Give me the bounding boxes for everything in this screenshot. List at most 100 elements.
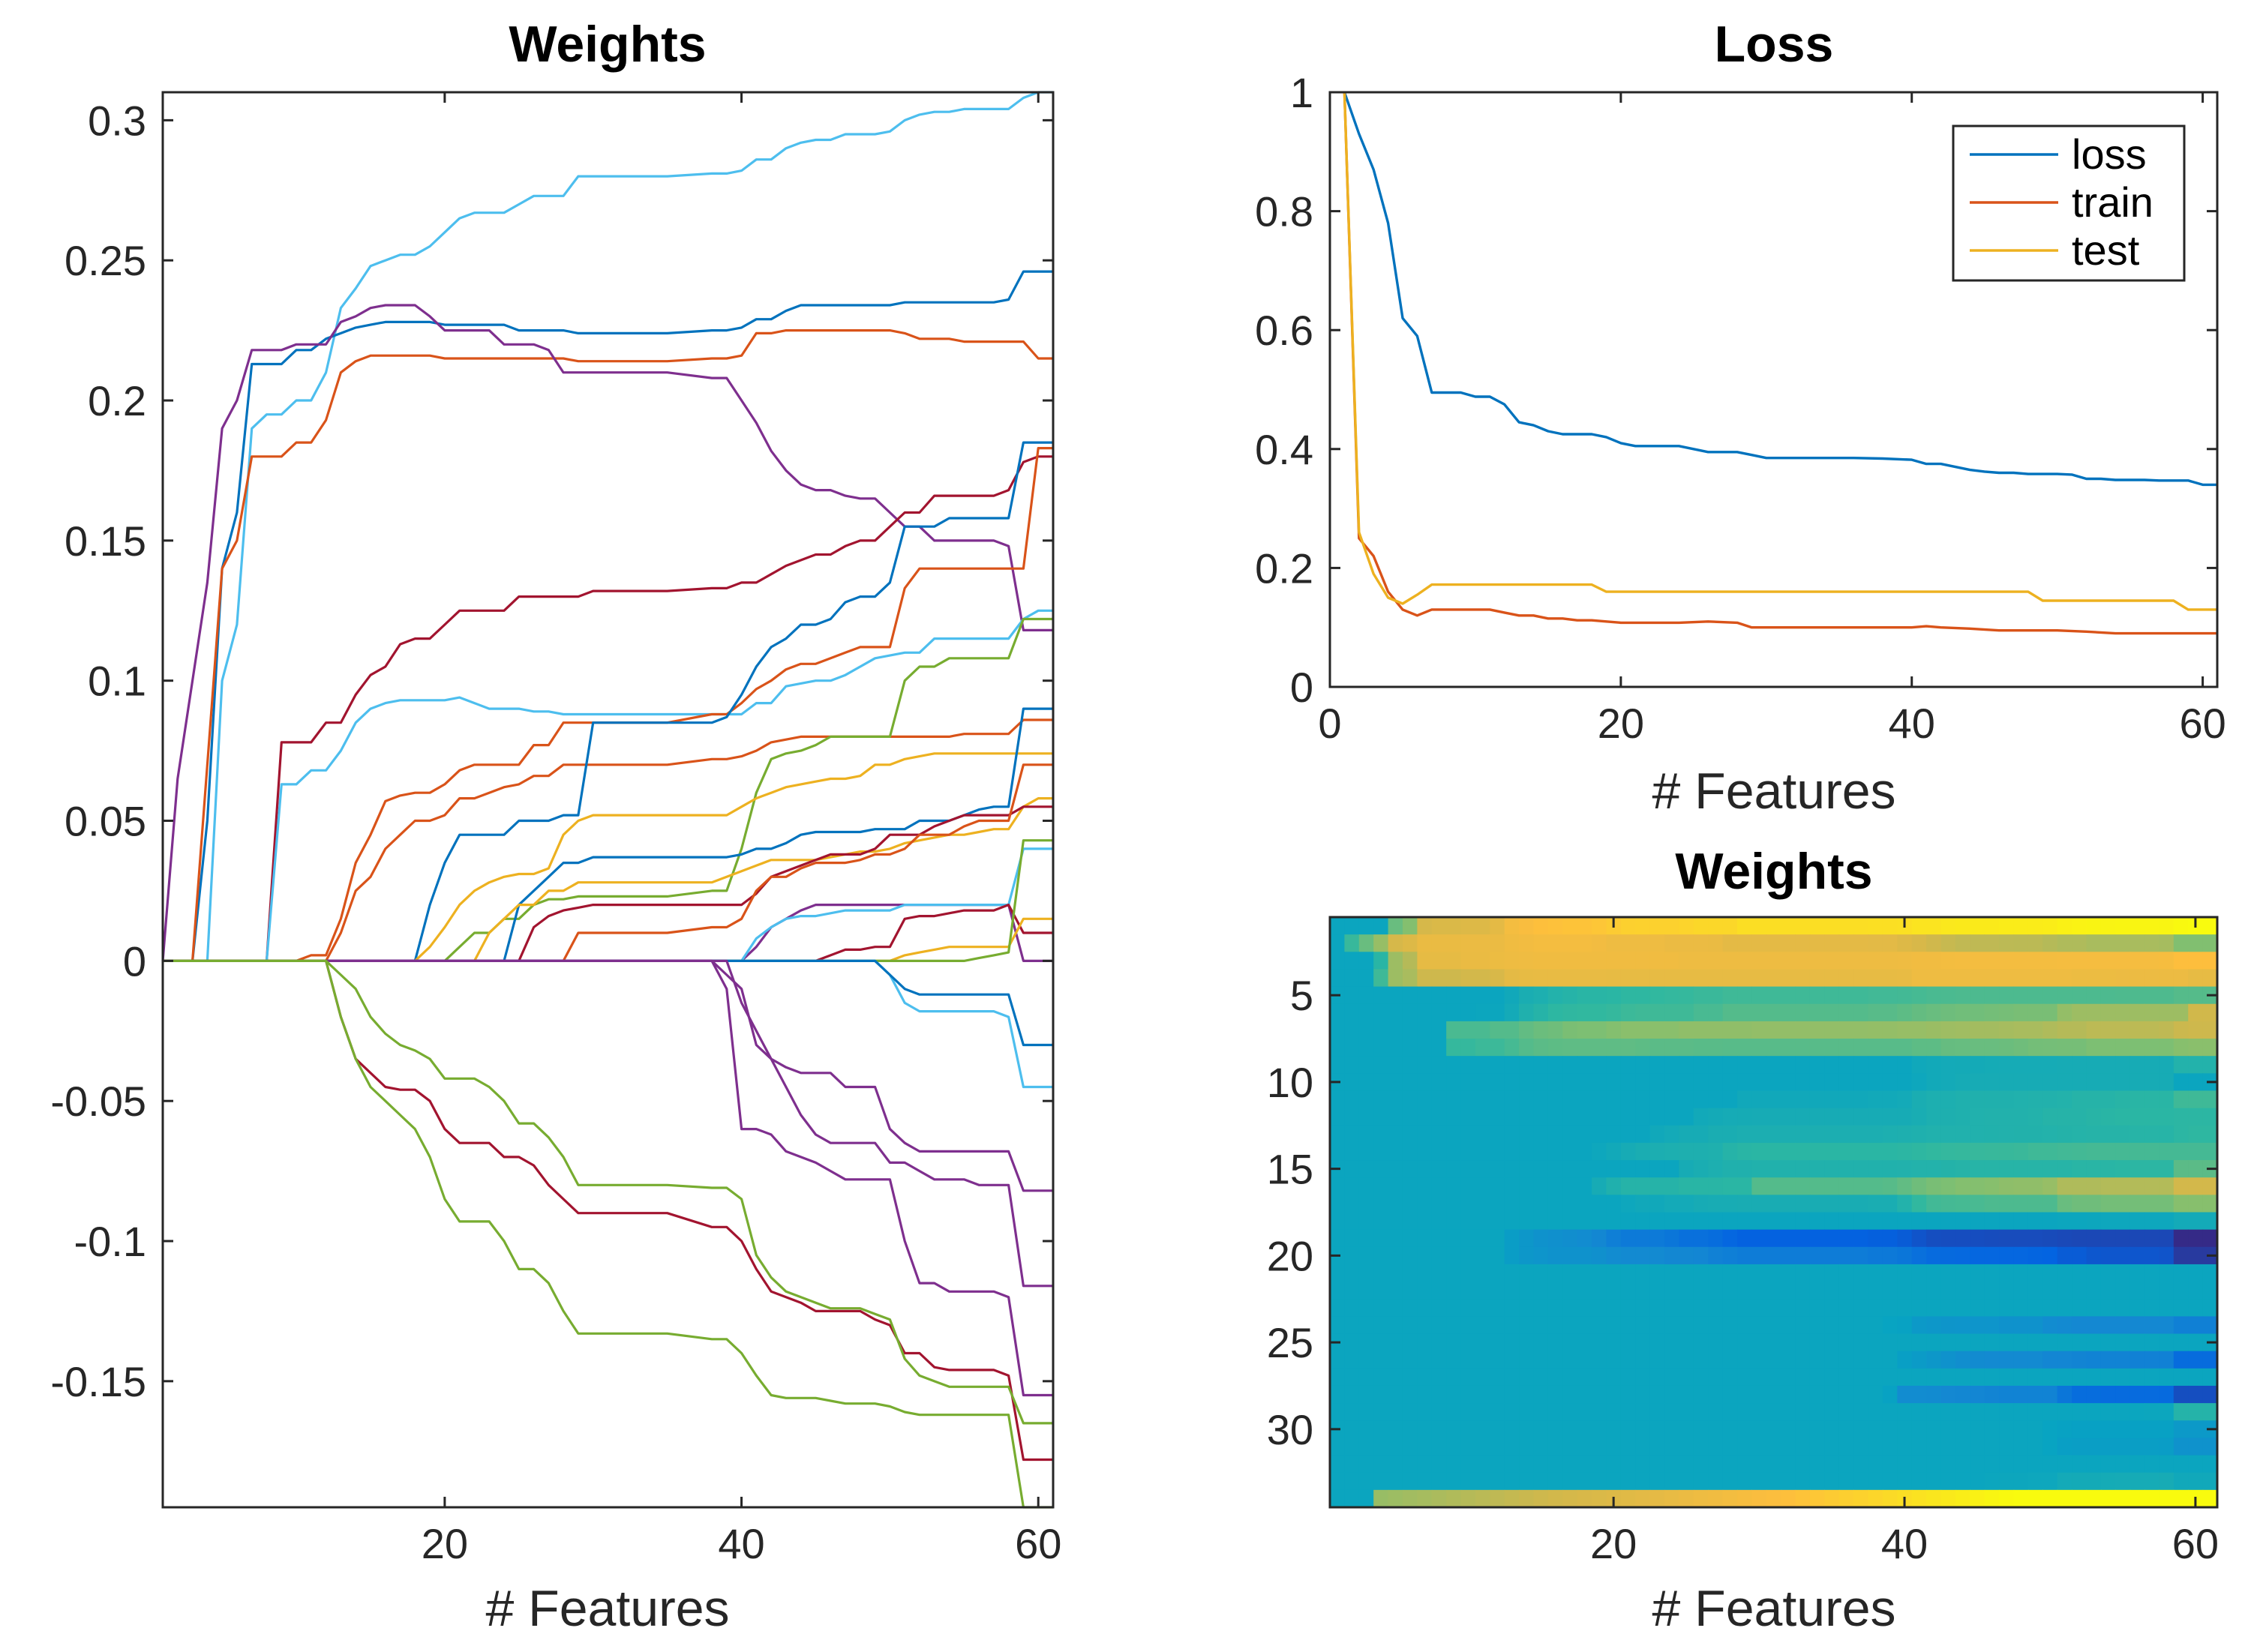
heatmap-cell <box>1897 1420 1913 1439</box>
heatmap-cell <box>1504 1351 1520 1369</box>
heatmap-cell <box>1984 1489 2000 1508</box>
heatmap-cell <box>1504 1142 1520 1161</box>
heatmap-cell <box>1358 1229 1374 1248</box>
heatmap-cell <box>1940 1160 1956 1178</box>
heatmap-cell <box>1795 952 1811 970</box>
heatmap-cell <box>1737 1489 1753 1508</box>
heatmap-cell <box>1388 1438 1403 1456</box>
heatmap-cell <box>1547 1438 1563 1456</box>
heatmap-cell <box>2086 1090 2102 1109</box>
heatmap-cell <box>2013 1039 2029 1057</box>
heatmap-cell <box>1940 1316 1956 1335</box>
heatmap-cell <box>1824 986 1840 1005</box>
heatmap-cell <box>1838 1195 1854 1213</box>
heatmap-cell <box>2100 1021 2116 1039</box>
heatmap-cell <box>1649 1246 1665 1265</box>
heatmap-cell <box>1984 1195 2000 1213</box>
heatmap-cell <box>1708 1420 1724 1439</box>
heatmap-cell <box>1577 1489 1592 1508</box>
heatmap-cell <box>2202 1264 2218 1282</box>
heatmap-cell <box>2027 1090 2043 1109</box>
heatmap-cell <box>1781 1039 1796 1057</box>
heatmap-cell <box>2027 1142 2043 1161</box>
heatmap-cell <box>1751 1177 1767 1195</box>
heatmap-cell <box>1460 1021 1476 1039</box>
heatmap-cell <box>1577 1299 1592 1317</box>
heatmap-cell <box>2042 1125 2058 1144</box>
heatmap-cell <box>1911 1195 1927 1213</box>
heatmap-cell <box>1388 1125 1403 1144</box>
heatmap-cell <box>1388 1333 1403 1352</box>
heatmap-cell <box>1838 1073 1854 1092</box>
heatmap-cell <box>1970 1073 1985 1092</box>
heatmap-cell <box>1809 1438 1825 1456</box>
heatmap-cell <box>1970 1403 1985 1421</box>
loss-ytick-label-0.8: 0.8 <box>1255 188 1313 235</box>
heatmap-cell <box>1984 1142 2000 1161</box>
heatmap-cell <box>1606 1212 1622 1231</box>
heatmap-cell <box>1460 1142 1476 1161</box>
heatmap-cell <box>1490 1438 1505 1456</box>
heatmap-cell <box>1809 934 1825 952</box>
heatmap-cell <box>2057 1108 2072 1126</box>
heatmap-cell <box>1635 1489 1651 1508</box>
heatmap-cell <box>1722 1039 1738 1057</box>
heatmap-cell <box>1358 1177 1374 1195</box>
weights-heatmap-axes-box <box>1328 916 2219 1509</box>
heatmap-cell <box>1911 1073 1927 1092</box>
heatmap-cell <box>2072 1316 2087 1335</box>
heatmap-cell <box>1868 1299 1883 1317</box>
heatmap-cell <box>1402 1160 1418 1178</box>
heatmap-cell <box>1402 1489 1418 1508</box>
heatmap-cell <box>2188 1160 2204 1178</box>
heatmap-cell <box>1795 1003 1811 1022</box>
heatmap-cell <box>1708 1229 1724 1248</box>
heatmap-cell <box>1853 1472 1869 1491</box>
heatmap-cell <box>1868 1489 1883 1508</box>
heatmap-cell <box>1897 1073 1913 1092</box>
heatmap-cell <box>1388 1351 1403 1369</box>
heatmap-cell <box>1809 1403 1825 1421</box>
heatmap-cell <box>1664 1212 1680 1231</box>
heatmap-cell <box>2173 1108 2189 1126</box>
heatmap-cell <box>1926 1125 1942 1144</box>
heatmap-cell <box>2013 1212 2029 1231</box>
heatmap-cell <box>1708 1056 1724 1074</box>
heatmap-cell <box>1795 969 1811 988</box>
heatmap-cell <box>1911 986 1927 1005</box>
heatmap-cell <box>1519 986 1535 1005</box>
heatmap-cell <box>1330 1142 1345 1161</box>
heatmap-cell <box>1693 1160 1709 1178</box>
heatmap-cell <box>1868 1090 1883 1109</box>
heatmap-cell <box>1417 1316 1433 1335</box>
heatmap-cell <box>1708 1246 1724 1265</box>
heatmap-cell <box>1533 1385 1549 1404</box>
heatmap-cell <box>1882 1333 1898 1352</box>
heatmap-cell <box>1882 1489 1898 1508</box>
heatmap-cell <box>2100 969 2116 988</box>
heatmap-cell <box>2202 1142 2218 1161</box>
heatmap-cell <box>1708 1368 1724 1387</box>
heatmap-cell <box>1693 1090 1709 1109</box>
heatmap-cell <box>2042 1351 2058 1369</box>
heatmap-cell <box>1766 1316 1781 1335</box>
heatmap-cell <box>2072 1177 2087 1195</box>
heatmap-cell <box>1781 1160 1796 1178</box>
heatmap-cell <box>1751 1403 1767 1421</box>
heatmap-cell <box>1475 986 1490 1005</box>
heatmap-cell <box>1373 1003 1389 1022</box>
heatmap-cell <box>2027 1056 2043 1074</box>
heatmap-cell <box>1547 917 1563 935</box>
heatmap-cell <box>1984 1472 2000 1491</box>
heatmap-cell <box>1722 1420 1738 1439</box>
heatmap-cell <box>1766 917 1781 935</box>
heatmap-cell <box>1911 1212 1927 1231</box>
heatmap-cell <box>2159 1021 2174 1039</box>
heatmap-cell <box>2115 969 2131 988</box>
heatmap-cell <box>1592 1056 1607 1074</box>
heatmap-cell <box>1431 1282 1447 1300</box>
heatmap-cell <box>1620 1246 1636 1265</box>
heatmap-cell <box>1897 969 1913 988</box>
heatmap-cell <box>1751 1212 1767 1231</box>
heatmap-cell <box>1926 1420 1942 1439</box>
